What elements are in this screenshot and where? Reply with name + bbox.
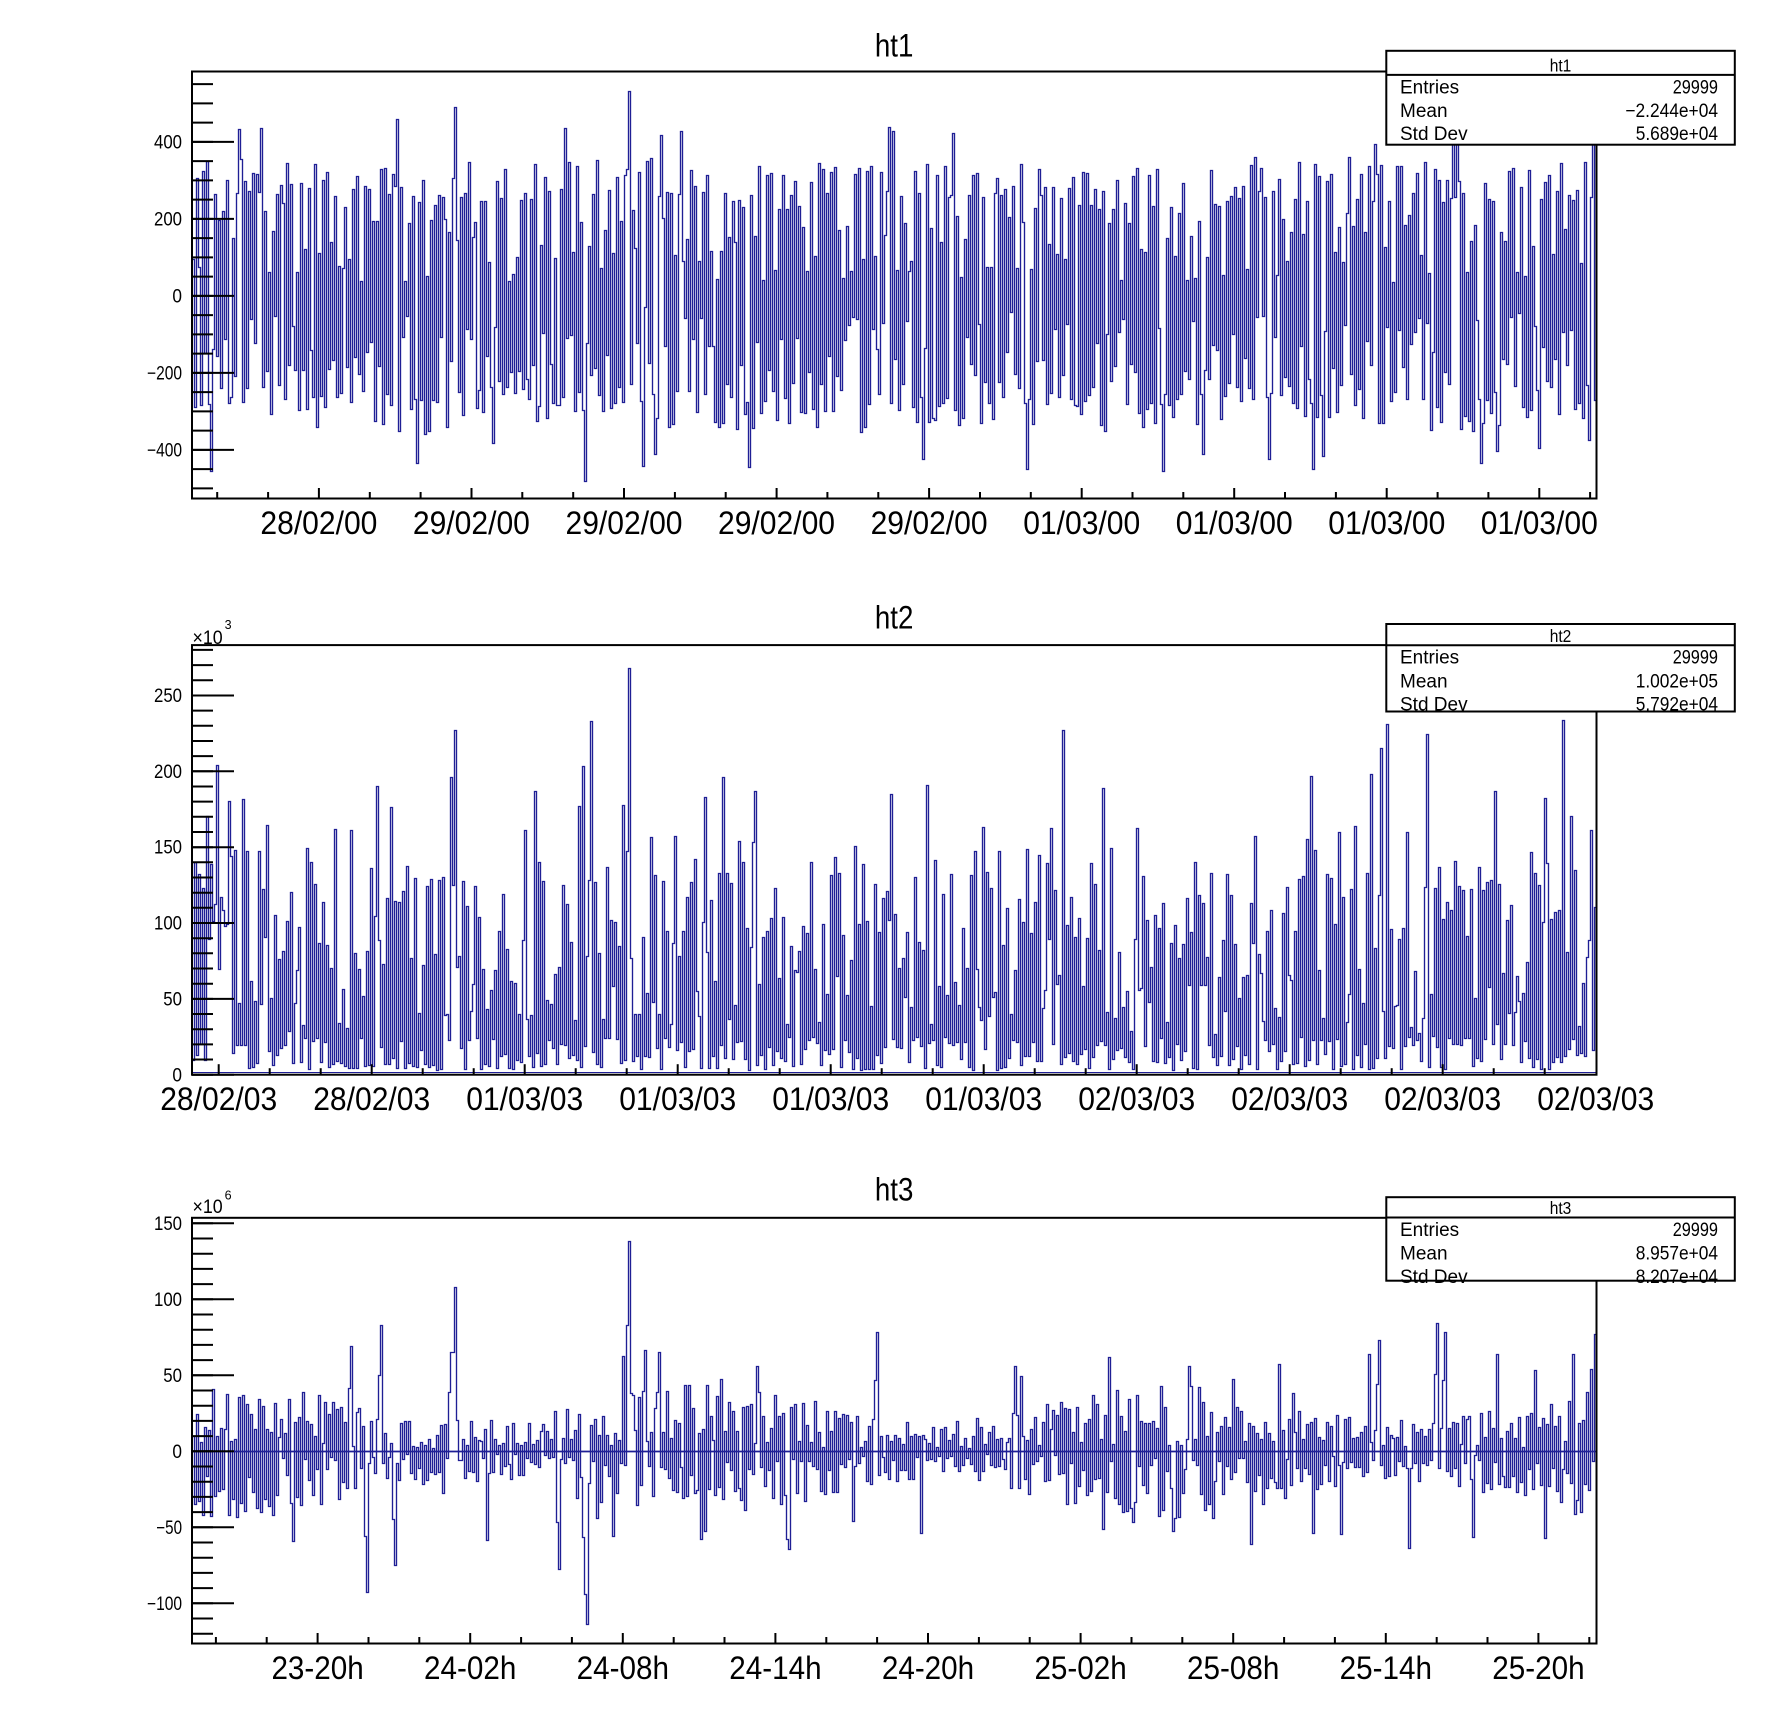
- svg-text:Entries: Entries: [1400, 648, 1459, 669]
- svg-text:ht1: ht1: [1550, 55, 1572, 75]
- svg-text:02/03/03: 02/03/03: [1078, 1081, 1195, 1117]
- svg-text:ht1: ht1: [875, 28, 914, 64]
- svg-text:−100: −100: [147, 1594, 182, 1615]
- svg-text:29/02/00: 29/02/00: [413, 505, 530, 541]
- svg-text:Std Dev: Std Dev: [1400, 695, 1468, 716]
- svg-text:29/02/00: 29/02/00: [871, 505, 988, 541]
- svg-text:×10: ×10: [193, 1197, 223, 1218]
- svg-text:Mean: Mean: [1400, 1244, 1448, 1265]
- svg-text:ht2: ht2: [875, 600, 914, 636]
- svg-text:250: 250: [154, 686, 182, 707]
- svg-text:6: 6: [225, 1188, 232, 1202]
- svg-text:28/02/00: 28/02/00: [260, 505, 377, 541]
- svg-text:01/03/03: 01/03/03: [619, 1081, 736, 1117]
- svg-text:−400: −400: [147, 441, 182, 462]
- svg-text:29999: 29999: [1673, 648, 1718, 669]
- svg-text:29/02/00: 29/02/00: [566, 505, 683, 541]
- svg-text:150: 150: [154, 838, 182, 859]
- svg-text:−2.244e+04: −2.244e+04: [1625, 101, 1718, 122]
- svg-text:3: 3: [225, 618, 232, 632]
- svg-text:01/03/00: 01/03/00: [1176, 505, 1293, 541]
- svg-text:Std Dev: Std Dev: [1400, 1267, 1468, 1288]
- svg-text:ht3: ht3: [1550, 1198, 1572, 1218]
- svg-text:01/03/03: 01/03/03: [772, 1081, 889, 1117]
- svg-text:5.689e+04: 5.689e+04: [1636, 124, 1719, 145]
- svg-text:28/02/03: 28/02/03: [313, 1081, 430, 1117]
- svg-text:8.207e+04: 8.207e+04: [1636, 1267, 1719, 1288]
- svg-text:0: 0: [172, 1065, 182, 1086]
- svg-text:Mean: Mean: [1400, 101, 1448, 122]
- svg-text:ht2: ht2: [1550, 626, 1572, 646]
- svg-text:01/03/03: 01/03/03: [925, 1081, 1042, 1117]
- svg-text:0: 0: [172, 287, 182, 308]
- svg-text:23-20h: 23-20h: [271, 1650, 363, 1686]
- svg-text:25-14h: 25-14h: [1340, 1650, 1432, 1686]
- svg-text:01/03/00: 01/03/00: [1328, 505, 1445, 541]
- svg-text:01/03/03: 01/03/03: [466, 1081, 583, 1117]
- svg-text:Entries: Entries: [1400, 1220, 1459, 1241]
- svg-text:−200: −200: [147, 364, 182, 385]
- svg-text:0: 0: [172, 1442, 182, 1463]
- svg-text:100: 100: [154, 1290, 182, 1311]
- svg-text:Mean: Mean: [1400, 671, 1448, 692]
- svg-text:24-02h: 24-02h: [424, 1650, 516, 1686]
- svg-text:100: 100: [154, 914, 182, 935]
- svg-text:24-08h: 24-08h: [577, 1650, 669, 1686]
- svg-text:01/03/00: 01/03/00: [1023, 505, 1140, 541]
- svg-text:29/02/00: 29/02/00: [718, 505, 835, 541]
- svg-text:02/03/03: 02/03/03: [1384, 1081, 1501, 1117]
- svg-text:200: 200: [154, 762, 182, 783]
- svg-text:Std Dev: Std Dev: [1400, 124, 1468, 145]
- svg-text:400: 400: [154, 133, 182, 154]
- svg-text:24-20h: 24-20h: [882, 1650, 974, 1686]
- svg-text:1.002e+05: 1.002e+05: [1636, 671, 1718, 692]
- svg-text:50: 50: [163, 989, 182, 1010]
- svg-text:02/03/03: 02/03/03: [1537, 1081, 1654, 1117]
- svg-text:150: 150: [154, 1214, 182, 1235]
- svg-text:29999: 29999: [1673, 1220, 1718, 1241]
- svg-text:02/03/03: 02/03/03: [1231, 1081, 1348, 1117]
- svg-text:50: 50: [163, 1366, 182, 1387]
- svg-text:8.957e+04: 8.957e+04: [1636, 1244, 1719, 1265]
- svg-text:25-02h: 25-02h: [1034, 1650, 1126, 1686]
- svg-text:−50: −50: [156, 1518, 182, 1539]
- svg-text:Entries: Entries: [1400, 77, 1459, 98]
- svg-text:24-14h: 24-14h: [729, 1650, 821, 1686]
- svg-text:25-20h: 25-20h: [1492, 1650, 1584, 1686]
- svg-text:5.792e+04: 5.792e+04: [1636, 695, 1719, 716]
- svg-text:01/03/00: 01/03/00: [1481, 505, 1598, 541]
- svg-text:29999: 29999: [1673, 77, 1718, 98]
- svg-text:25-08h: 25-08h: [1187, 1650, 1279, 1686]
- svg-text:200: 200: [154, 210, 182, 231]
- svg-text:28/02/03: 28/02/03: [160, 1081, 277, 1117]
- svg-text:ht3: ht3: [875, 1172, 914, 1208]
- svg-text:×10: ×10: [193, 628, 223, 649]
